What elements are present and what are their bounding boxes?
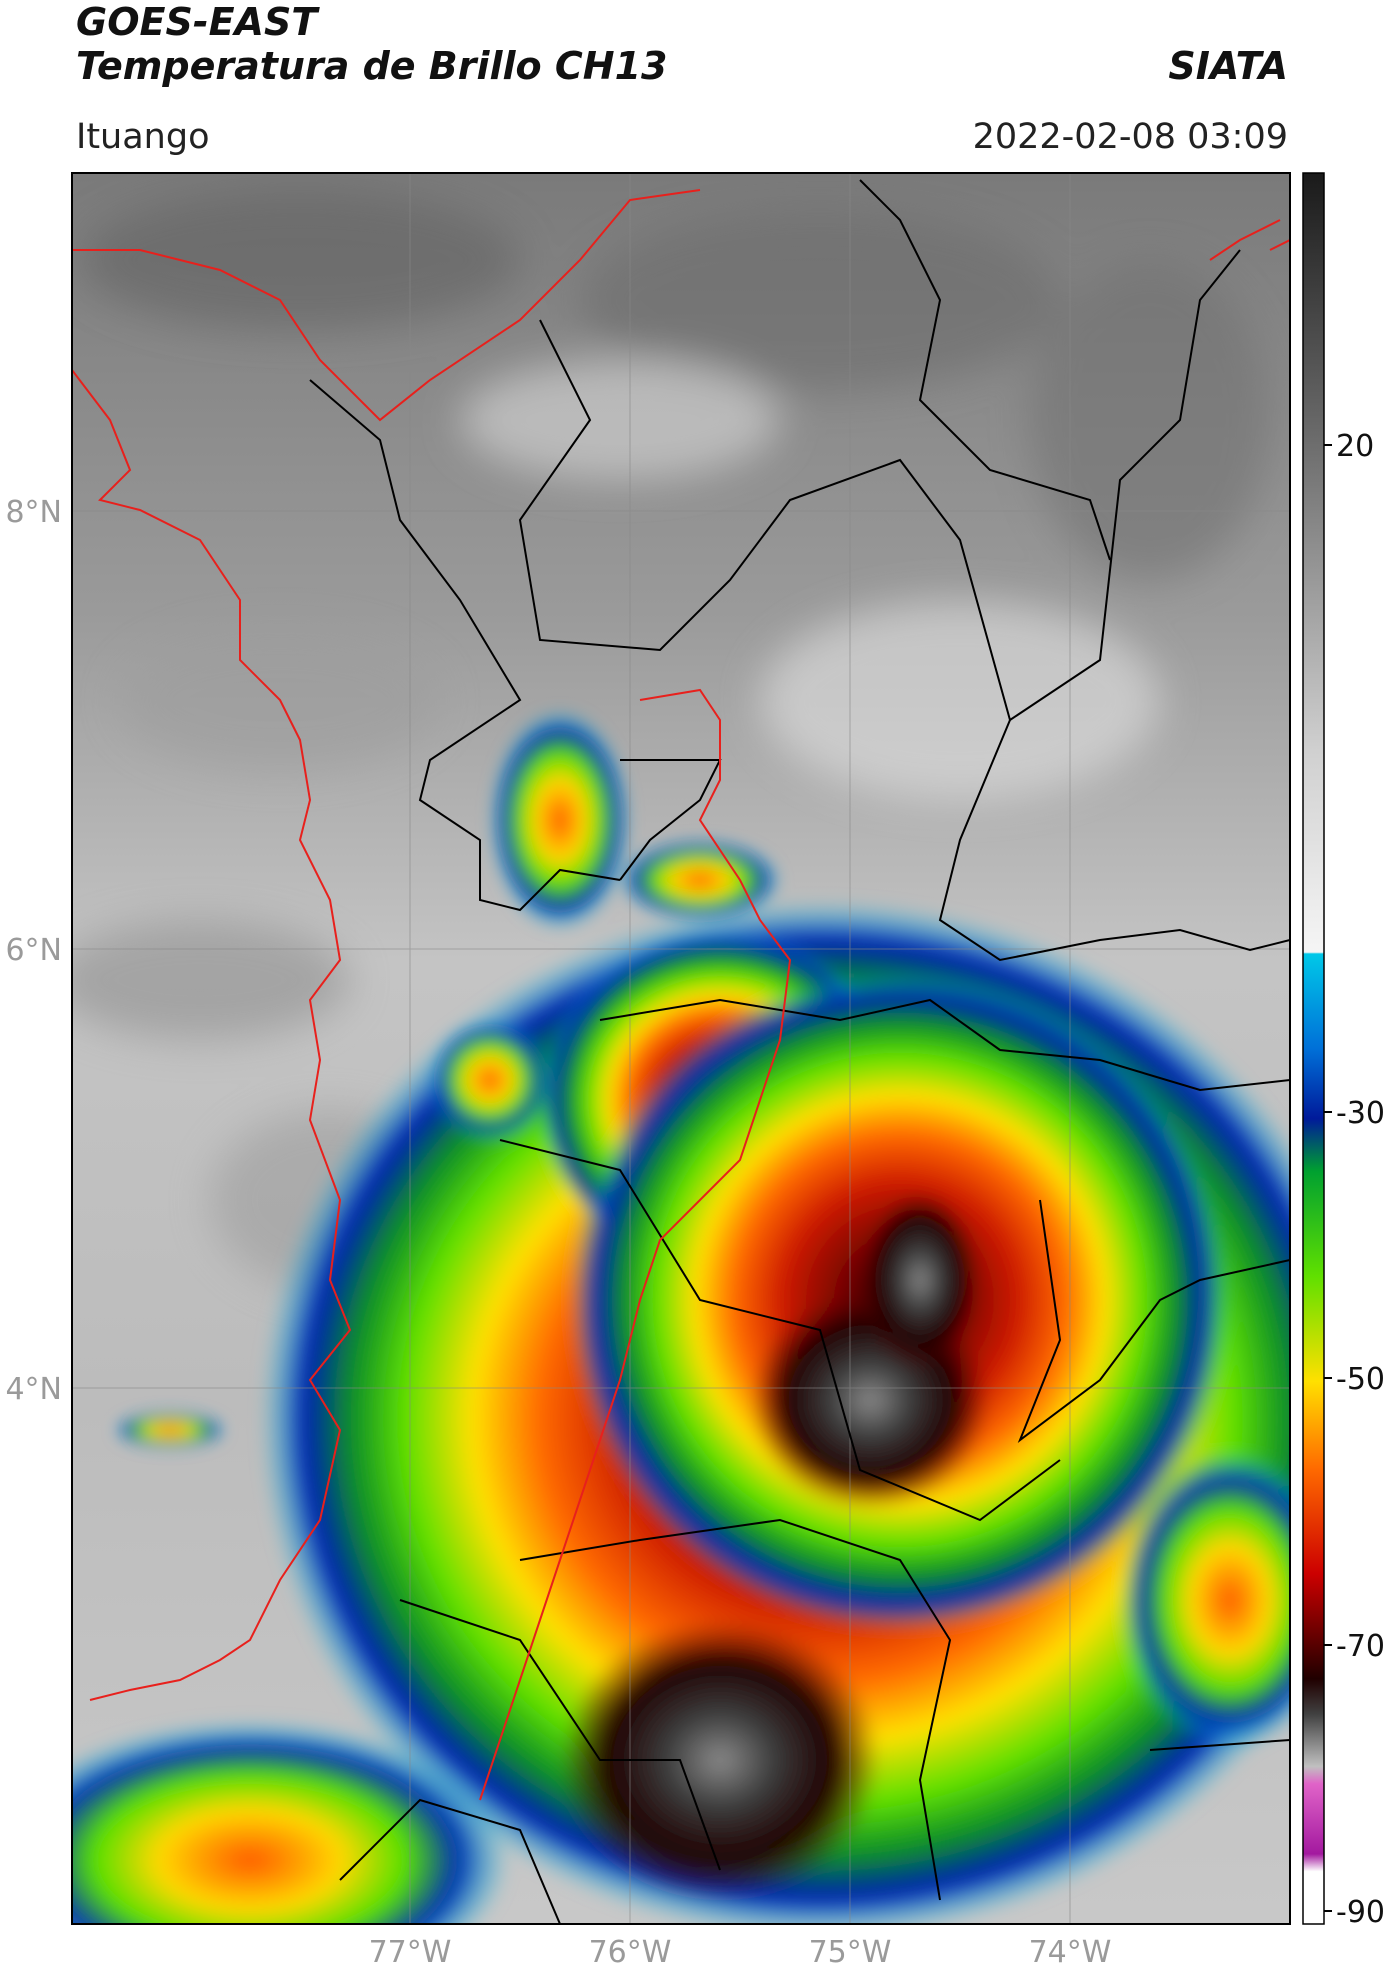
- graticule: [72, 173, 1290, 1924]
- lon-label: 74°W: [1029, 1935, 1112, 1970]
- location-label: Ituango: [76, 117, 210, 157]
- colorbar-tick-label: 20: [1336, 429, 1374, 464]
- colorbar: [1302, 172, 1325, 1925]
- timestamp-label: 2022-02-08 03:09: [972, 117, 1288, 157]
- imagery-layer: [72, 173, 1290, 1924]
- country-borders: [72, 189, 1290, 1801]
- lon-label: 75°W: [809, 1935, 892, 1970]
- title-satellite: GOES-EAST: [76, 0, 318, 44]
- colorbar-tick-label: -90: [1336, 1895, 1384, 1930]
- colorbar-ticks: [1324, 444, 1332, 1912]
- colorbar-tick-label: -50: [1336, 1362, 1384, 1397]
- colorbar-tick-label: -70: [1336, 1629, 1384, 1664]
- lat-label: 6°N: [5, 933, 62, 968]
- lon-label: 76°W: [589, 1935, 672, 1970]
- cloud-texture: [72, 190, 1270, 1290]
- lat-label: 4°N: [5, 1372, 62, 1407]
- colorbar-tick-label: -30: [1336, 1096, 1384, 1131]
- title-product: Temperatura de Brillo CH13: [76, 44, 668, 88]
- map-frame: [71, 172, 1291, 1925]
- brand-label: SIATA: [1168, 44, 1288, 88]
- lat-label: 8°N: [5, 495, 62, 530]
- admin-borders: [309, 179, 1290, 1924]
- lon-label: 77°W: [369, 1935, 452, 1970]
